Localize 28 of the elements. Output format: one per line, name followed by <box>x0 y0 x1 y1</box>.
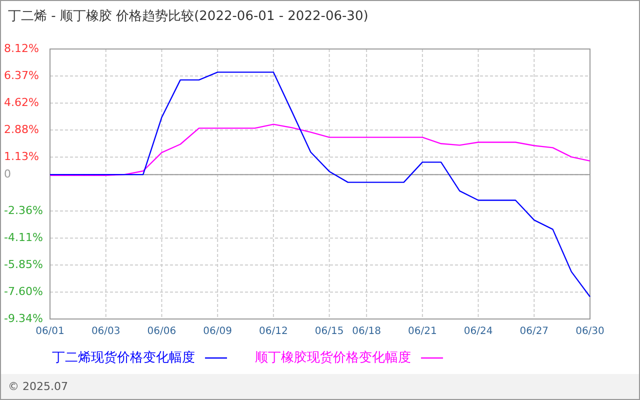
y-tick-label: -4.11% <box>4 231 43 244</box>
line-series <box>49 72 591 298</box>
chart-title: 丁二烯 - 顺丁橡胶 价格趋势比较(2022-06-01 - 2022-06-30) <box>8 9 368 24</box>
y-tick-label: 8.12% <box>4 42 39 56</box>
y-tick-label: -5.85% <box>4 258 43 272</box>
x-tick-label: 06/09 <box>203 326 232 337</box>
x-tick-label: 06/30 <box>576 326 604 337</box>
y-tick-label: 4.62% <box>4 96 39 110</box>
x-tick-label: 06/27 <box>520 326 549 337</box>
x-tick-label: 06/24 <box>464 326 493 337</box>
text: © 2025.07 <box>8 380 68 394</box>
x-tick-label: 06/01 <box>36 326 64 337</box>
line-series <box>49 124 591 176</box>
x-tick-label: 06/06 <box>147 326 176 337</box>
x-tick-label: 06/21 <box>408 326 437 337</box>
x-tick-label: 06/03 <box>91 326 120 337</box>
y-tick-label: 2.88% <box>4 123 39 136</box>
y-tick-label: 0 <box>4 168 11 181</box>
legend-label: 丁二烯现货价格变化幅度 <box>52 350 195 366</box>
legend-label: 顺丁橡胶现货价格变化幅度 <box>255 350 411 366</box>
y-tick-label: -9.34% <box>4 312 43 326</box>
y-tick-label: -7.60% <box>4 285 43 298</box>
y-tick-label: 1.13% <box>4 150 39 164</box>
y-tick-label: -2.36% <box>4 204 43 218</box>
x-tick-label: 06/18 <box>352 326 381 337</box>
y-tick-label: 6.37% <box>4 69 39 82</box>
x-tick-label: 06/12 <box>259 326 288 337</box>
x-tick-label: 06/15 <box>314 326 344 337</box>
